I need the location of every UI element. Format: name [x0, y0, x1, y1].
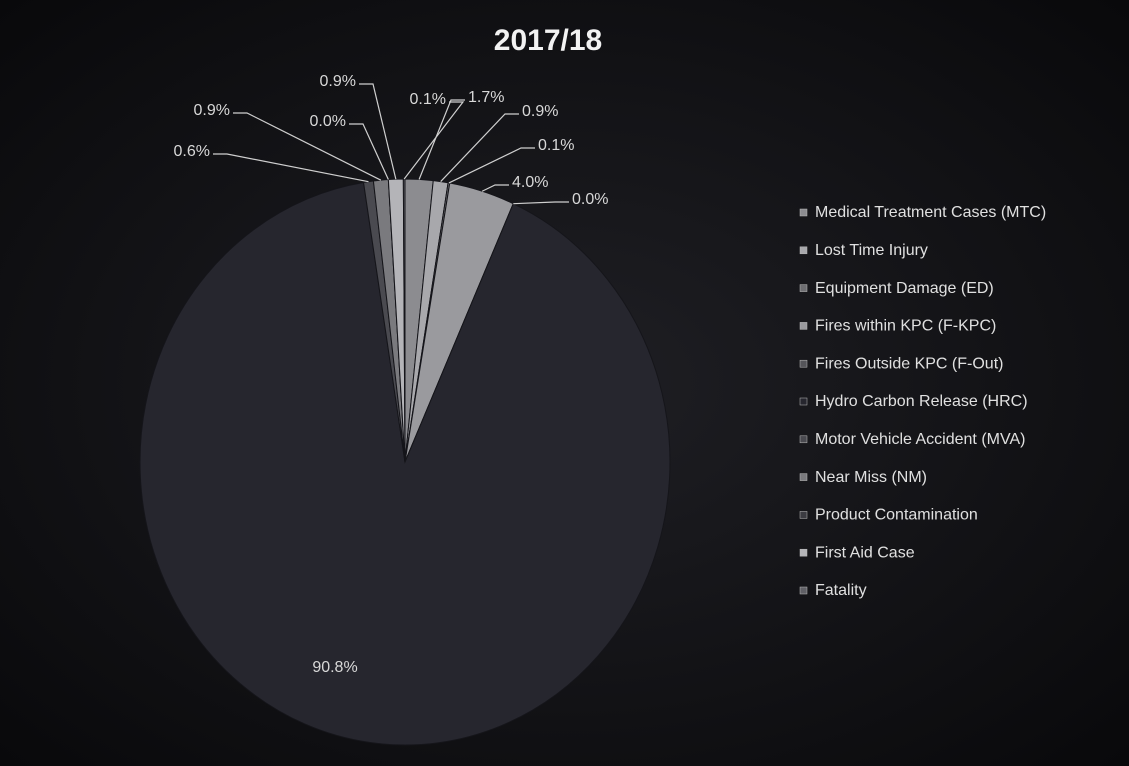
legend-marker [799, 435, 808, 444]
pie-slice [402, 178, 406, 463]
data-labels: 1.7% 0.9% 0.1% 4.0% 0.0% 90.8% 0.6% 0.9% 0.0% 0.9… [174, 73, 609, 676]
legend-marker [799, 359, 808, 368]
legend-label: Fires within KPC (F-KPC) [815, 318, 996, 335]
legend-label: Fatality [815, 582, 867, 599]
legend-label: Motor Vehicle Accident (MVA) [815, 431, 1025, 448]
legend: Medical Treatment Cases (MTC) Lost Time I… [799, 204, 1046, 599]
legend-marker [799, 586, 808, 595]
data-label: 0.9% [194, 102, 230, 119]
data-label: 0.9% [320, 73, 356, 90]
legend-label: Fires Outside KPC (F-Out) [815, 355, 1003, 372]
leader-line [349, 123, 389, 180]
leader-line [481, 184, 509, 192]
legend-label: First Aid Case [815, 544, 915, 561]
data-label: 4.0% [512, 174, 548, 191]
data-label: 90.8% [312, 659, 357, 676]
legend-label: Medical Treatment Cases (MTC) [815, 204, 1046, 221]
data-label: 1.7% [468, 89, 504, 106]
legend-marker [799, 246, 808, 255]
legend-label: Near Miss (NM) [815, 469, 927, 486]
legend-label: Hydro Carbon Release (HRC) [815, 393, 1028, 410]
data-label: 0.0% [310, 113, 346, 130]
legend-marker [799, 284, 808, 292]
leader-line [513, 201, 569, 205]
legend-label: Lost Time Injury [815, 242, 928, 259]
legend-label: Equipment Damage (ED) [815, 280, 994, 297]
data-label: 0.1% [538, 137, 574, 154]
legend-marker [799, 511, 808, 519]
data-label: 0.1% [410, 91, 446, 108]
leader-line [440, 113, 519, 182]
legend-marker [799, 208, 808, 217]
legend-marker [799, 548, 808, 557]
pie-slice [139, 181, 671, 746]
legend-marker [799, 322, 808, 330]
leader-line [418, 99, 465, 180]
data-label: 0.9% [522, 103, 558, 120]
leader-line [403, 101, 465, 180]
pie [139, 178, 671, 746]
legend-marker [799, 397, 808, 406]
leader-line [359, 83, 397, 180]
data-label: 0.0% [572, 191, 608, 208]
legend-label: Product Contamination [815, 507, 978, 524]
leader-line [448, 147, 535, 184]
data-label: 0.6% [174, 143, 210, 160]
chart-title: 2017/18 [494, 24, 602, 57]
leader-line [213, 153, 369, 183]
legend-marker [799, 473, 808, 481]
leader-line [233, 112, 382, 181]
